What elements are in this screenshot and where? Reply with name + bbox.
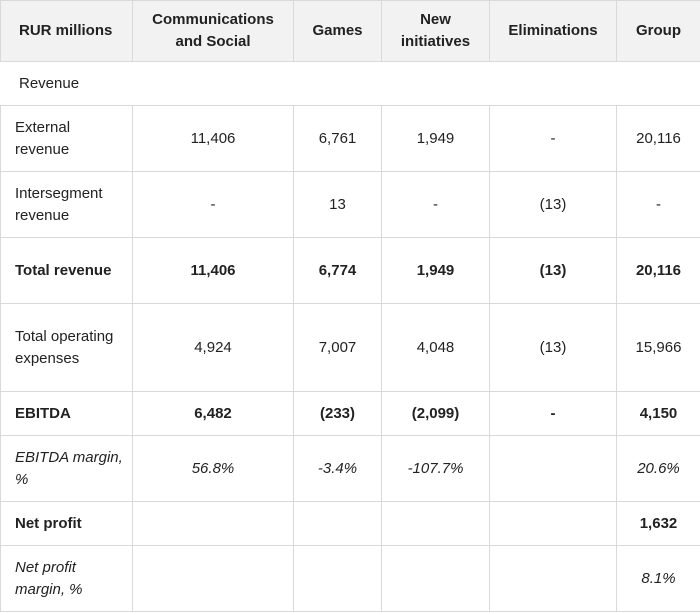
table-cell: (13) (489, 237, 617, 304)
table-cell: - (381, 171, 490, 238)
table-cell: 6,482 (132, 391, 294, 436)
table-row-external-revenue: External revenue 11,406 6,761 1,949 - 20… (0, 105, 700, 172)
table-cell: - (489, 105, 617, 172)
column-header-games: Games (293, 0, 382, 62)
table-cell: 20,116 (616, 105, 700, 172)
table-cell: 4,048 (381, 303, 490, 392)
row-label: External revenue (0, 105, 133, 172)
table-cell: -3.4% (293, 435, 382, 502)
table-cell: (233) (293, 391, 382, 436)
table-row-net-profit: Net profit 1,632 (0, 501, 700, 546)
row-label: EBITDA margin, % (0, 435, 133, 502)
table-cell (132, 545, 294, 612)
table-row-revenue: Revenue (0, 61, 700, 106)
table-cell (489, 435, 617, 502)
row-label: EBITDA (0, 391, 133, 436)
table-cell: 1,949 (381, 105, 490, 172)
table-cell (381, 545, 490, 612)
column-header-communications-and-social: Communications and Social (132, 0, 294, 62)
row-label: Intersegment revenue (0, 171, 133, 238)
table-cell: 20,116 (616, 237, 700, 304)
table-cell: 8.1% (616, 545, 700, 612)
table-cell (489, 61, 617, 106)
table-cell: 1,632 (616, 501, 700, 546)
table-row-ebitda: EBITDA 6,482 (233) (2,099) - 4,150 (0, 391, 700, 436)
table-row-ebitda-margin: EBITDA margin, % 56.8% -3.4% -107.7% 20.… (0, 435, 700, 502)
table-cell: (13) (489, 303, 617, 392)
table-row-total-operating-expenses: Total operating expenses 4,924 7,007 4,0… (0, 303, 700, 392)
table-cell: 4,150 (616, 391, 700, 436)
table-row-intersegment-revenue: Intersegment revenue - 13 - (13) - (0, 171, 700, 238)
table-cell: 6,774 (293, 237, 382, 304)
table-cell (616, 61, 700, 106)
table-cell: - (489, 391, 617, 436)
table-cell: - (132, 171, 294, 238)
table-cell: -107.7% (381, 435, 490, 502)
table-row-total-revenue: Total revenue 11,406 6,774 1,949 (13) 20… (0, 237, 700, 304)
table-cell: 7,007 (293, 303, 382, 392)
row-label: Net profit margin, % (0, 545, 133, 612)
table-cell: 1,949 (381, 237, 490, 304)
table-cell: - (616, 171, 700, 238)
table-row-net-profit-margin: Net profit margin, % 8.1% (0, 545, 700, 612)
table-cell (489, 545, 617, 612)
table-cell: 6,761 (293, 105, 382, 172)
table-cell (293, 545, 382, 612)
header-row: RUR millions Communications and Social G… (0, 0, 700, 62)
table-cell (489, 501, 617, 546)
table-cell: 20.6% (616, 435, 700, 502)
table-cell (381, 501, 490, 546)
column-header-group: Group (616, 0, 700, 62)
table-cell: 56.8% (132, 435, 294, 502)
table-cell: 11,406 (132, 237, 294, 304)
table-cell (293, 501, 382, 546)
header-label: RUR millions (0, 0, 133, 62)
row-label: Net profit (0, 501, 133, 546)
row-label: Revenue (0, 61, 133, 106)
table-cell (132, 61, 294, 106)
column-header-eliminations: Eliminations (489, 0, 617, 62)
table-cell: 15,966 (616, 303, 700, 392)
table-cell (132, 501, 294, 546)
table-cell: 13 (293, 171, 382, 238)
table-cell: 4,924 (132, 303, 294, 392)
row-label: Total revenue (0, 237, 133, 304)
table-cell: (2,099) (381, 391, 490, 436)
table-cell (381, 61, 490, 106)
row-label: Total operating expenses (0, 303, 133, 392)
table-cell: (13) (489, 171, 617, 238)
column-header-new-initiatives: New initiatives (381, 0, 490, 62)
table-cell: 11,406 (132, 105, 294, 172)
table-cell (293, 61, 382, 106)
